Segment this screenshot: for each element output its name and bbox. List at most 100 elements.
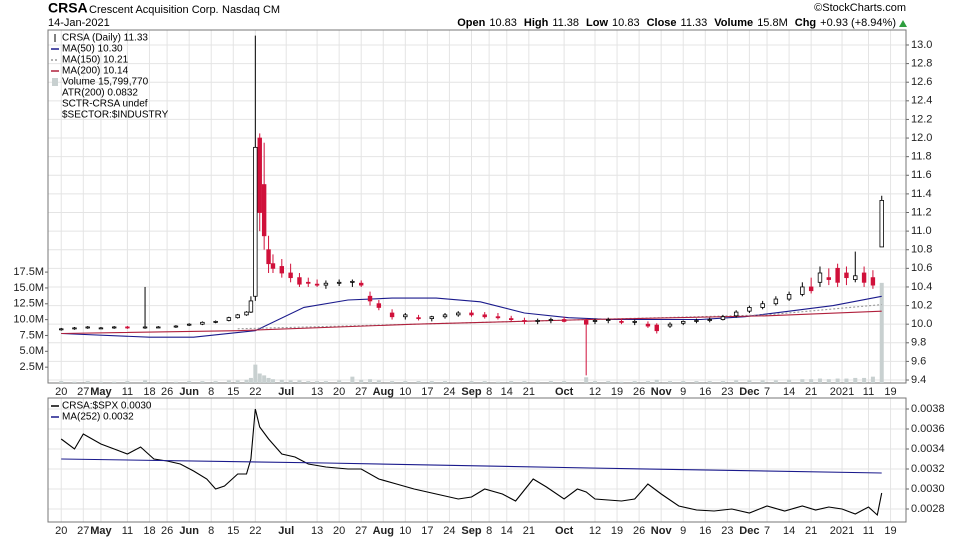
quote-value: +0.93 (+8.94%)	[820, 17, 896, 29]
line-series	[60, 408, 883, 517]
x-tick-label: May	[90, 386, 112, 398]
x-tick-label: Jul	[278, 525, 294, 537]
candle-body	[367, 295, 373, 302]
symbol: CRSA	[48, 0, 88, 16]
x-tick-label: 27	[77, 386, 89, 398]
candle-body	[288, 272, 293, 279]
y-tick-label: 12.6	[911, 76, 932, 88]
legend-label: CRSA:$SPX 0.0030	[62, 401, 152, 412]
y-tick-label: 10.6	[911, 262, 932, 274]
x-tick-label: 8	[208, 386, 214, 398]
volume-tick-label: 7.5M	[20, 329, 44, 341]
candle-body	[253, 146, 258, 297]
candle-body	[416, 317, 421, 320]
y-tick-label: 12.4	[911, 95, 932, 107]
candle-body	[733, 311, 739, 317]
candle-body	[403, 314, 408, 318]
volume-bar	[85, 381, 90, 383]
volume-bar	[337, 380, 342, 383]
candle-body	[720, 316, 726, 320]
x-tick-label: 13	[311, 525, 323, 537]
candle-body	[508, 318, 514, 320]
legend-label: Volume 15,799,770	[62, 77, 149, 88]
volume-bar	[584, 377, 589, 383]
company: Crescent Acquisition Corp.	[89, 4, 219, 16]
volume-bar	[606, 381, 611, 383]
volume-bar	[681, 381, 686, 383]
candle-body	[495, 316, 501, 319]
volume-bar	[429, 381, 434, 383]
candle-body	[808, 286, 814, 292]
legend-label: MA(252) 0.0032	[62, 412, 134, 423]
candle-body	[469, 312, 474, 316]
x-tick-label: 27	[355, 525, 367, 537]
y-tick-label: 0.0030	[911, 483, 945, 495]
volume-bar	[773, 380, 778, 383]
volume-bar	[495, 381, 500, 383]
volume-bar	[443, 381, 448, 383]
x-tick-label: Jun	[179, 525, 199, 537]
x-tick-label: 9	[680, 386, 686, 398]
x-tick-label: Jul	[278, 386, 294, 398]
candle-body	[645, 323, 651, 327]
y-tick-label: 0.0034	[911, 443, 945, 455]
x-tick-label: 20	[55, 386, 67, 398]
volume-bar	[787, 379, 792, 383]
candle-body	[336, 281, 342, 284]
candle-body	[98, 327, 104, 330]
x-tick-label: 21	[523, 525, 535, 537]
candle-body	[376, 303, 382, 308]
y-tick-label: 11.8	[911, 151, 932, 163]
candle-body	[861, 272, 867, 283]
candle-body	[773, 298, 779, 305]
volume-tick-label: 10.0M	[13, 314, 44, 326]
candle-body	[826, 277, 832, 280]
candle-body	[186, 323, 192, 326]
x-tick-label: 16	[699, 525, 711, 537]
x-tick-label: 7	[764, 525, 770, 537]
date: 14-Jan-2021	[48, 17, 110, 29]
x-tick-label: 14	[783, 386, 795, 398]
y-tick-label: 9.6	[911, 355, 926, 367]
volume-bar	[667, 381, 672, 383]
candle-body	[111, 326, 117, 329]
x-tick-label: 21	[805, 386, 817, 398]
volume-bar	[59, 381, 64, 383]
candle-body	[817, 272, 823, 283]
quote-label: Close	[647, 17, 677, 29]
candle-body	[786, 294, 792, 300]
candle-body	[800, 286, 805, 295]
x-tick-label: 26	[633, 525, 645, 537]
line-series	[61, 310, 882, 335]
x-tick-label: 10	[399, 525, 411, 537]
panel-frame	[47, 29, 907, 384]
volume-bar	[416, 381, 421, 383]
x-tick-label: 19	[611, 386, 623, 398]
x-tick-label: 26	[161, 386, 173, 398]
quote-value: 11.33	[681, 17, 708, 29]
candle-body	[707, 319, 712, 321]
candle-body	[72, 327, 77, 330]
candle-body	[226, 317, 232, 321]
volume-bar	[835, 378, 840, 383]
volume-bar	[720, 381, 725, 383]
volume-bar	[800, 379, 805, 383]
candle-body	[606, 319, 611, 321]
y-tick-label: 11.2	[911, 206, 932, 218]
volume-bar	[257, 373, 262, 383]
x-tick-label: 20	[55, 525, 67, 537]
volume-tick-label: 12.5M	[13, 298, 44, 310]
candle-body	[870, 277, 876, 286]
volume-bar	[226, 380, 231, 383]
volume-bar	[593, 381, 598, 383]
x-tick-label: 15	[227, 525, 239, 537]
volume-bar	[403, 381, 408, 383]
line-series	[61, 458, 882, 474]
quote-label: Open	[457, 17, 485, 29]
volume-bar	[323, 381, 328, 383]
candle-body	[297, 277, 302, 285]
change-arrow	[899, 20, 907, 27]
y-tick-label: 10.2	[911, 299, 932, 311]
x-tick-label: 7	[764, 386, 770, 398]
